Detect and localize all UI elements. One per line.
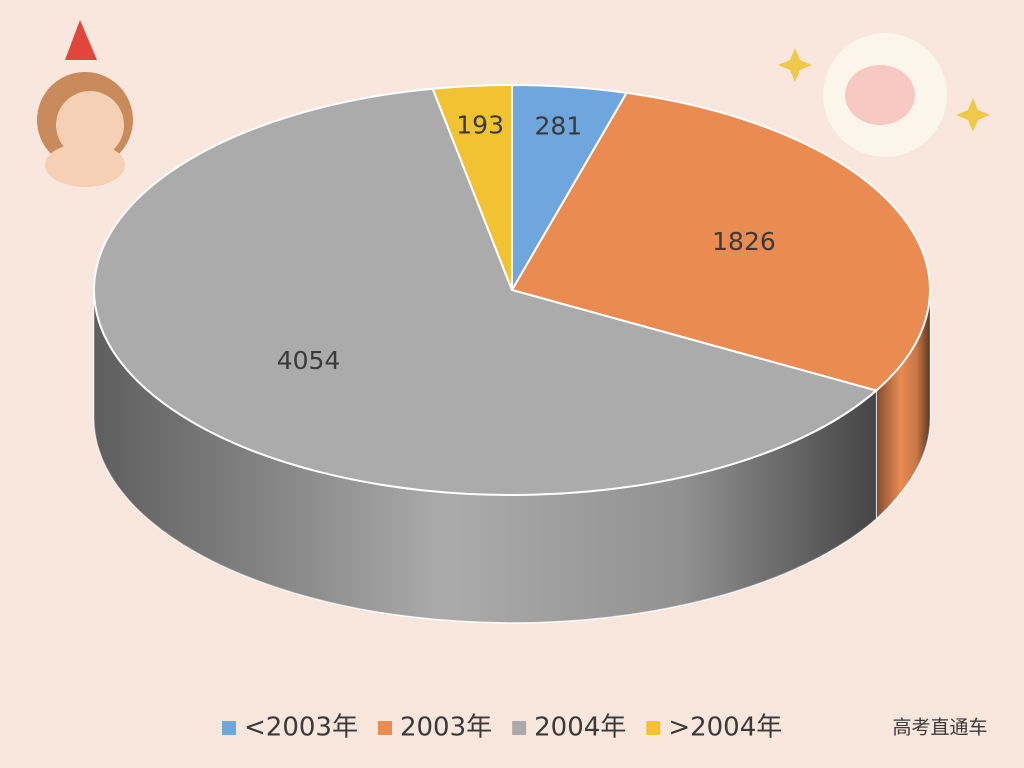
slice xyxy=(93,87,879,496)
legend-swatch xyxy=(512,721,527,735)
data-label: 193 xyxy=(456,111,504,140)
data-label: 4054 xyxy=(277,346,341,375)
pie: 281 1826 4054 193 xyxy=(93,83,931,624)
slice-side-shade xyxy=(876,290,930,519)
legend-label: <2003年 xyxy=(244,713,358,743)
legend: <2003年 2003年 2004年 >2004年 xyxy=(222,713,782,743)
watermark: 高考直通车 xyxy=(892,717,987,739)
legend-label: 2004年 xyxy=(534,713,626,743)
legend-label: >2004年 xyxy=(668,713,782,743)
decoration-sheep xyxy=(778,33,990,157)
slice-side-shade xyxy=(94,290,877,623)
slice xyxy=(510,91,931,392)
legend-swatch xyxy=(222,721,236,735)
legend-swatch xyxy=(377,721,392,735)
decoration-monkey xyxy=(37,20,133,187)
legend-swatch xyxy=(646,721,661,735)
data-label: 281 xyxy=(534,112,582,141)
legend-label: 2003年 xyxy=(400,713,492,743)
data-label: 1826 xyxy=(712,227,776,256)
slice xyxy=(431,83,513,291)
